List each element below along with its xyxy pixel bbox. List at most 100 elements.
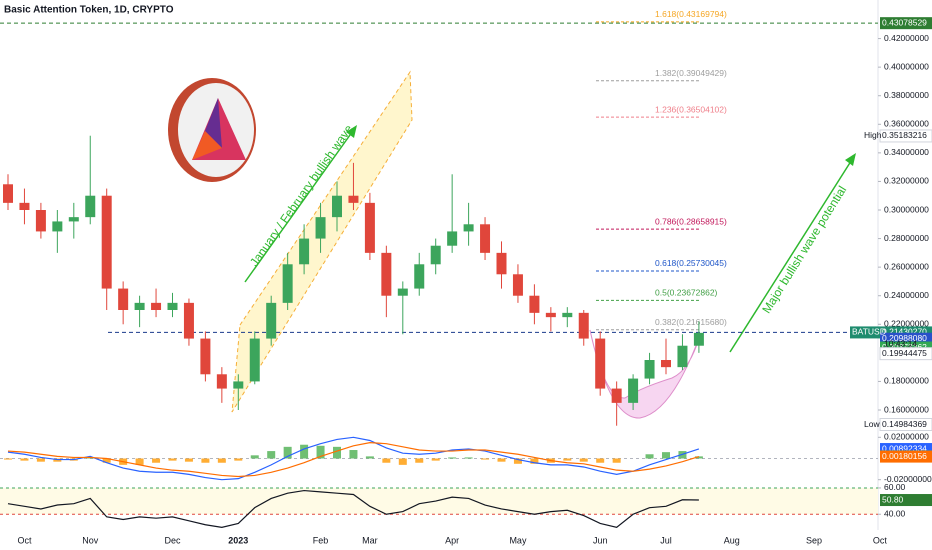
chart-title: Basic Attention Token, 1D, CRYPTO (4, 5, 174, 16)
candle-body (68, 217, 79, 222)
candle-body (628, 378, 639, 403)
signal-line (7, 441, 700, 478)
macd-histogram (201, 458, 210, 463)
macd-histogram (267, 451, 276, 459)
candle-body (282, 264, 293, 303)
macd-histogram (382, 458, 391, 463)
macd-histogram (349, 450, 358, 459)
candle-body (661, 360, 671, 368)
macd-histogram (333, 446, 341, 459)
candle-body (414, 264, 425, 289)
macd-histogram (168, 458, 177, 461)
price-tag: 0.19944475 (882, 348, 927, 358)
candle-body (463, 224, 474, 232)
candle-body (183, 302, 194, 339)
macd-histogram (563, 458, 572, 461)
price-tag: 0.20988080 (882, 333, 927, 343)
price-tag: 0.20373362 (882, 342, 927, 352)
price-tag-box (879, 347, 932, 361)
logo (168, 78, 256, 182)
candle-body (677, 345, 688, 368)
macd-histogram (135, 458, 144, 465)
macd-histogram (36, 458, 45, 462)
candle-body (299, 238, 310, 265)
x-tick-label: Dec (164, 535, 181, 545)
macd-line (7, 436, 700, 481)
candle-body (19, 202, 30, 210)
candle-body (562, 312, 573, 318)
x-tick-label: 2023 (228, 535, 248, 545)
fib-label: 0.5(0.23672862) (655, 288, 718, 298)
fib-label: 1.618(0.43169794) (655, 9, 727, 19)
candle-body (496, 252, 507, 275)
y-tick-label: 0.30000000 (884, 204, 929, 214)
macd-histogram (20, 458, 29, 461)
rsi-line (7, 489, 699, 529)
macd-histogram (464, 457, 473, 459)
macd-histogram (448, 457, 457, 459)
macd-histogram (662, 452, 670, 459)
candle-body (595, 338, 606, 389)
candle-body (118, 288, 129, 310)
y-tick-label: 0.26000000 (884, 261, 929, 271)
candle-body (216, 374, 227, 389)
price-tag: 0.35183216 (882, 130, 927, 140)
fib-label: 0.786(0.28658915) (655, 216, 727, 226)
macd-histogram (513, 458, 522, 464)
y-tick-label: 0.18000000 (884, 376, 929, 386)
price-tag-box (879, 418, 932, 432)
macd-histogram (316, 445, 325, 459)
candle-body (134, 302, 145, 310)
candle-body (364, 202, 375, 253)
macd-histogram (530, 458, 539, 464)
price-tag-box (880, 17, 932, 30)
y-tick-label: 0.22000000 (884, 319, 929, 329)
x-tick-label: Aug (724, 535, 740, 545)
symbol: BATUSD (852, 327, 886, 337)
price-tag: 0.43078529 (882, 17, 927, 27)
candle-body (611, 388, 622, 403)
candle-body (85, 195, 96, 218)
y-tick-label: 0.02000000 (884, 432, 929, 442)
macd-histogram (415, 458, 424, 463)
candle-body (332, 195, 342, 218)
rsi-tag-box (880, 494, 932, 507)
x-tick-label: Jul (660, 535, 672, 545)
price-tag: 0.21430270 (882, 327, 927, 337)
candle-body (233, 381, 244, 389)
macd-histogram (596, 458, 605, 463)
candle-body (101, 195, 112, 289)
macd-histogram (102, 458, 111, 463)
arrow-head (845, 153, 856, 166)
tag-note: High (864, 130, 882, 140)
y-tick-label: 0.24000000 (884, 290, 929, 300)
candle-body (381, 252, 392, 296)
macd-histogram (250, 455, 259, 459)
macd-tag: 0.00180156 (882, 451, 927, 461)
tag-note: Low (864, 419, 880, 429)
y-tick-label: 0.16000000 (884, 404, 929, 414)
candle-body (430, 245, 441, 265)
candle-body (249, 338, 260, 382)
candle-body (480, 224, 491, 253)
rsi-band (0, 487, 878, 515)
wave-arrow (244, 127, 356, 283)
candle-body (512, 274, 523, 296)
y-tick-label: 0.38000000 (884, 90, 929, 100)
fib-label: 1.236(0.36504102) (655, 104, 727, 114)
x-tick-label: Nov (82, 535, 99, 545)
y-tick-label: 60.00 (884, 482, 906, 492)
macd-tag-box (880, 450, 932, 463)
x-tick-label: Apr (445, 535, 459, 545)
candle-body (200, 338, 211, 375)
price-tag: 0.14984369 (882, 419, 927, 429)
candle-body (151, 302, 162, 310)
candle-body (348, 195, 359, 203)
candle-body (35, 210, 46, 232)
candle-body (52, 221, 63, 232)
x-tick-label: May (509, 535, 527, 545)
candle-body (266, 302, 277, 339)
fib-label: 0.618(0.25730045) (655, 258, 727, 268)
macd-histogram (398, 458, 407, 465)
y-tick-label: 0.40000000 (884, 61, 929, 71)
